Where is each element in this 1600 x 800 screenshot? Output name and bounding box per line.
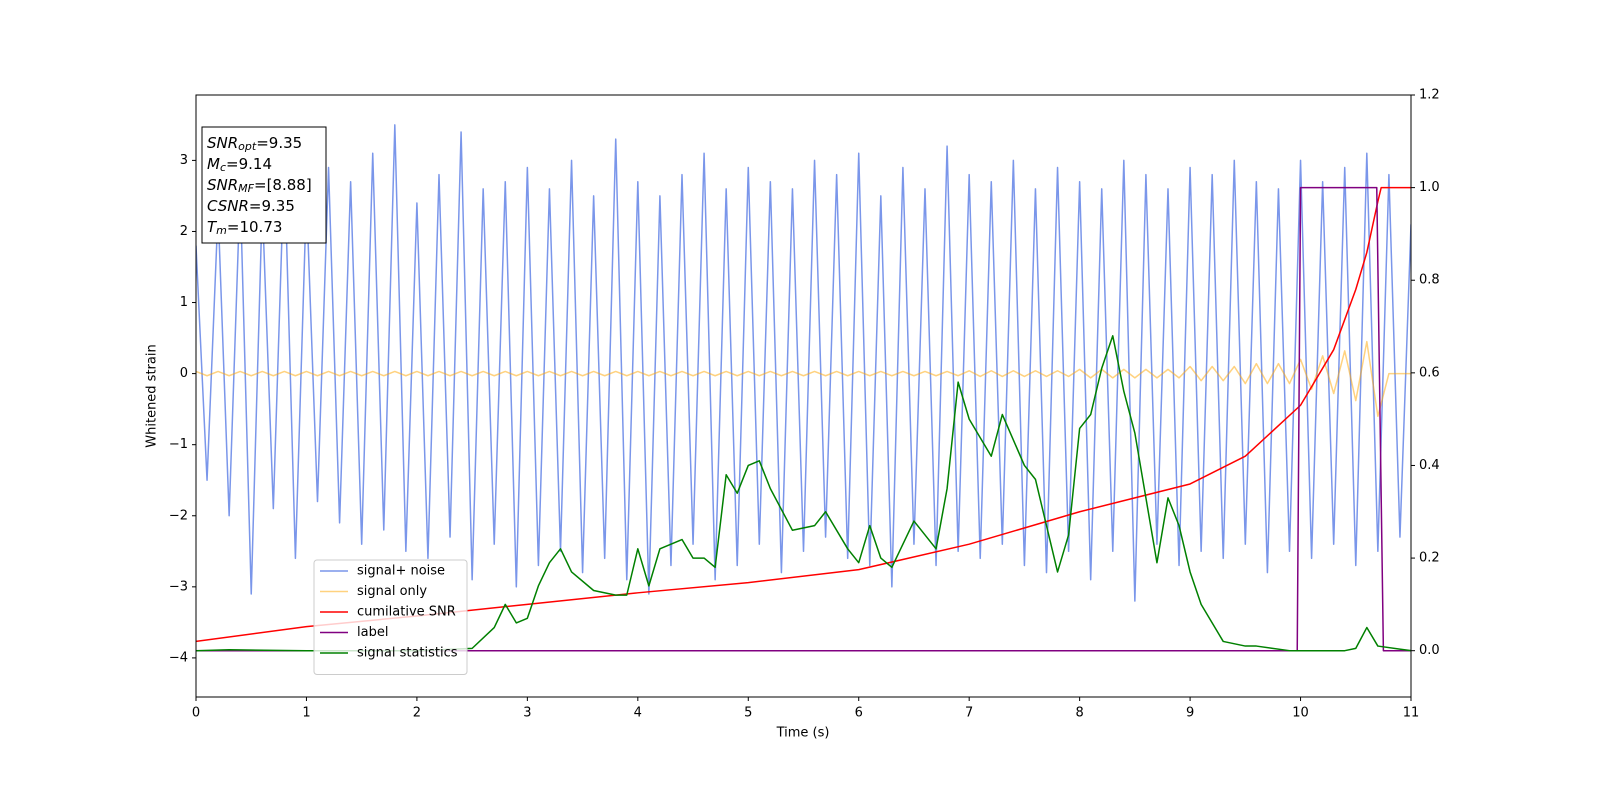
x-tick-label: 2	[413, 706, 421, 721]
annotation-rest: =9.14	[226, 155, 272, 173]
legend: signal+ noise signal only cumilative SNR la…	[313, 559, 468, 675]
legend-label: signal+ noise	[357, 564, 445, 579]
annotation-box: SNRopt=9.35Mc=9.14SNRMF=[8.88]CSNR=9.35T…	[201, 126, 327, 244]
annotation-main: T	[207, 218, 218, 236]
y2-tick-label: 0.2	[1419, 551, 1440, 566]
x-tick-label: 3	[523, 706, 531, 721]
y2-tick-label: 0.8	[1419, 273, 1440, 288]
series-line	[196, 335, 1411, 652]
annotation-main: SNR	[207, 134, 238, 152]
annotation-main: SNR	[207, 176, 238, 194]
annotation: Tm=10.73	[207, 218, 282, 238]
y2-tick-label: 1.2	[1419, 88, 1440, 103]
annotation-frame	[201, 126, 327, 244]
annotation-sub: c	[220, 161, 226, 174]
annotation-main: CSNR	[207, 197, 249, 215]
x-tick-label: 1	[302, 706, 310, 721]
legend-label: label	[357, 625, 388, 640]
y-tick-label: −4	[169, 650, 188, 665]
axes-frame	[195, 94, 1412, 698]
annotation-rest: =[8.88]	[254, 176, 312, 194]
x-tick-label: 4	[634, 706, 642, 721]
y-tick-label: 2	[180, 224, 188, 239]
x-tick-label: 10	[1292, 706, 1309, 721]
annotation: SNRMF=[8.88]	[207, 176, 312, 196]
y2-tick-label: 1.0	[1419, 180, 1440, 195]
series-line	[196, 340, 1411, 418]
y-tick-label: −3	[169, 579, 188, 594]
x-tick-label: 5	[744, 706, 752, 721]
legend-label: signal only	[357, 584, 427, 599]
y2-tick-label: 0.0	[1419, 643, 1440, 658]
y-axis-label: Whitened strain	[145, 344, 160, 447]
series-line	[196, 186, 1411, 652]
x-tick-label: 7	[965, 706, 973, 721]
annotation: Mc=9.14	[207, 155, 272, 175]
annotation-sub: m	[216, 224, 227, 237]
annotation-main: M	[207, 155, 220, 173]
annotation-sub: opt	[238, 140, 257, 153]
annotation: SNRopt=9.35	[207, 134, 302, 154]
legend-frame	[313, 559, 468, 675]
x-tick-label: 9	[1186, 706, 1194, 721]
legend-label: cumilative SNR	[357, 605, 456, 620]
series-line	[196, 124, 1411, 602]
annotation-rest: =9.35	[249, 197, 295, 215]
y2-tick-label: 0.4	[1419, 458, 1440, 473]
y-tick-label: 1	[180, 295, 188, 310]
legend-label: signal statistics	[357, 646, 458, 661]
y-tick-label: 0	[180, 366, 188, 381]
x-tick-label: 6	[855, 706, 863, 721]
x-tick-label: 11	[1403, 706, 1420, 721]
x-tick-label: 8	[1075, 706, 1083, 721]
y-tick-label: 3	[180, 153, 188, 168]
annotation-sub: MF	[238, 182, 254, 195]
y2-tick-label: 0.6	[1419, 365, 1440, 380]
series-line	[196, 186, 1411, 643]
plot-area	[196, 124, 1411, 652]
x-tick-label: 0	[192, 706, 200, 721]
annotation: CSNR=9.35	[207, 197, 295, 215]
x-axis-label: Time (s)	[776, 726, 830, 741]
y-tick-label: −1	[169, 437, 188, 452]
annotation-rest: =9.35	[256, 134, 302, 152]
y-tick-label: −2	[169, 508, 188, 523]
annotation-rest: =10.73	[227, 218, 283, 236]
